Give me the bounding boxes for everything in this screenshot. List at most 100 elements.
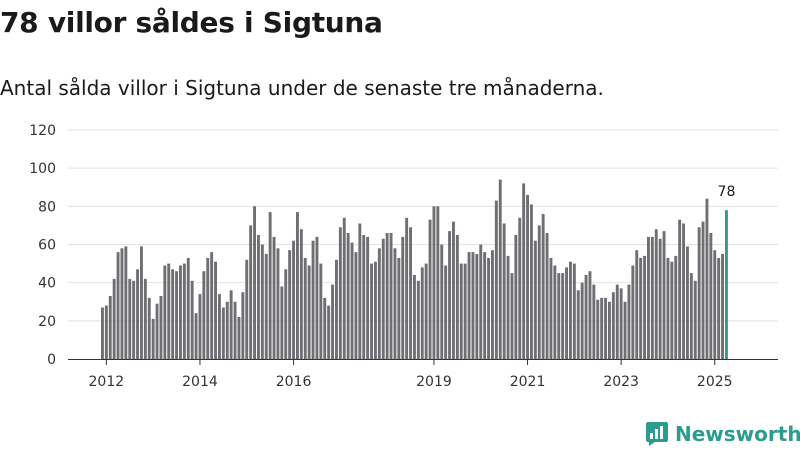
bar-84 [428, 219, 432, 359]
y-axis-ticks: 0 20 40 60 80 100 120 [29, 123, 56, 368]
bar-143 [658, 238, 662, 359]
x-tick-label-2012: 2012 [89, 374, 125, 390]
bar-111 [533, 240, 537, 359]
bar-132 [615, 284, 619, 359]
bar-146 [670, 261, 674, 359]
bar-101 [494, 200, 498, 359]
bar-122 [576, 290, 580, 359]
bar-14 [155, 303, 159, 359]
bar-95 [471, 252, 475, 359]
bar-85 [432, 206, 436, 359]
bar-62 [342, 217, 346, 359]
bar-133 [619, 288, 623, 359]
bar-36 [241, 292, 245, 359]
bar-71 [377, 248, 381, 359]
bar-38 [249, 225, 253, 359]
x-tick-label-2014: 2014 [182, 374, 218, 390]
y-tick-label-60: 60 [38, 238, 56, 254]
bar-21 [182, 263, 186, 359]
y-tick-label-0: 0 [47, 352, 56, 368]
bar-139 [643, 255, 646, 359]
bar-113 [541, 214, 545, 359]
bar-77 [401, 236, 405, 359]
x-tick-label-2019: 2019 [416, 374, 452, 390]
bar-27 [206, 257, 210, 359]
bar-116 [553, 265, 557, 359]
bar-86 [436, 206, 440, 359]
bar-135 [627, 284, 631, 359]
bar-89 [448, 231, 451, 359]
bar-124 [584, 275, 588, 359]
bar-159 [721, 254, 724, 359]
bar-112 [537, 225, 541, 359]
bar-8 [132, 280, 136, 359]
bar-114 [545, 233, 549, 359]
bar-142 [654, 229, 658, 359]
bar-130 [608, 301, 611, 360]
bar-118 [561, 273, 565, 359]
bar-104 [506, 255, 510, 359]
bar-1 [104, 305, 108, 359]
bar-81 [416, 280, 420, 359]
bar-153 [697, 227, 701, 359]
bar-131 [611, 292, 615, 359]
brand-name: Newsworthy [675, 422, 800, 446]
bar-110 [530, 204, 533, 359]
bar-79 [409, 227, 412, 359]
bar-74 [389, 233, 393, 359]
bar-40 [257, 235, 260, 359]
bar-9 [136, 269, 139, 359]
bar-24 [194, 313, 198, 359]
bar-55 [315, 236, 319, 359]
chart-subtitle: Antal sålda villor i Sigtuna under de se… [0, 76, 604, 100]
bar-127 [596, 299, 600, 359]
bar-48 [288, 250, 292, 359]
x-tick-label-2023: 2023 [603, 374, 639, 390]
bar-100 [491, 250, 494, 359]
bar-78 [405, 217, 409, 359]
bar-73 [385, 233, 389, 359]
bar-6 [124, 246, 128, 359]
bar-16 [163, 265, 167, 359]
y-tick-label-80: 80 [38, 199, 56, 215]
bar-69 [370, 263, 373, 359]
bar-138 [639, 257, 643, 359]
bar-23 [190, 280, 194, 359]
bar-115 [549, 257, 553, 359]
bar-4 [116, 252, 120, 359]
bar-33 [229, 290, 233, 359]
bar-60 [335, 259, 338, 359]
bar-97 [479, 244, 483, 359]
bar-64 [350, 242, 354, 359]
bar-156 [709, 233, 713, 359]
bar-7 [128, 278, 132, 359]
bar-53 [307, 265, 311, 359]
bar-15 [159, 296, 163, 359]
bar-10 [140, 246, 143, 359]
bar-30 [218, 294, 221, 359]
bar-32 [225, 301, 229, 360]
bar-20 [179, 265, 182, 359]
bar-75 [393, 248, 397, 359]
bar-57 [323, 297, 327, 359]
bar-123 [580, 282, 584, 359]
bar-44 [272, 236, 276, 359]
bar-134 [623, 301, 627, 360]
bar-105 [510, 273, 514, 359]
bar-82 [420, 267, 424, 359]
bar-126 [592, 284, 596, 359]
bar-157 [713, 250, 717, 359]
bar-65 [354, 252, 358, 359]
bar-61 [338, 227, 342, 359]
bar-42 [264, 254, 268, 359]
bar-108 [522, 183, 526, 359]
bar-58 [327, 305, 331, 359]
bar-155 [705, 198, 709, 359]
bar-34 [233, 301, 237, 360]
bar-41 [260, 244, 264, 359]
bar-39 [253, 206, 256, 359]
bar-0 [101, 307, 104, 359]
bar-96 [475, 254, 479, 359]
bar-35 [237, 317, 241, 359]
bar-140 [647, 236, 650, 359]
